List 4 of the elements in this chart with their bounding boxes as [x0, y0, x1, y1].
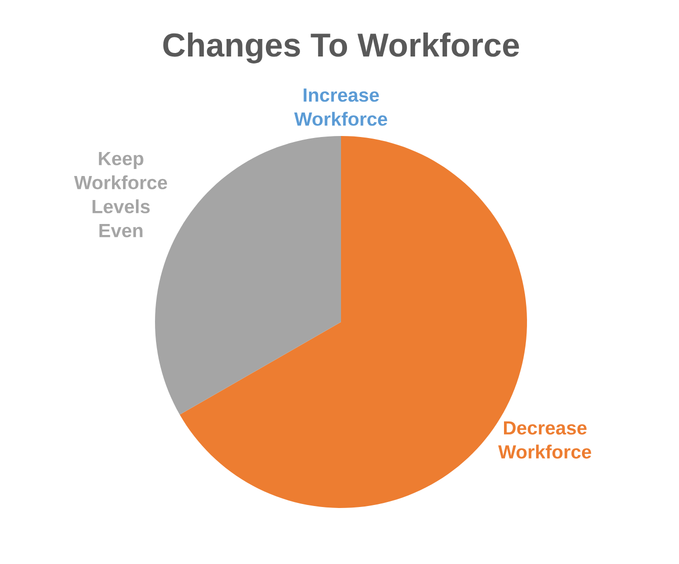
slice-label: Decrease Workforce [498, 421, 592, 459]
chart-title: Changes To Workforce [163, 32, 519, 64]
slice-label: Keep Workforce Levels Even [74, 152, 168, 238]
category-label: Increase Workforce [294, 88, 388, 126]
